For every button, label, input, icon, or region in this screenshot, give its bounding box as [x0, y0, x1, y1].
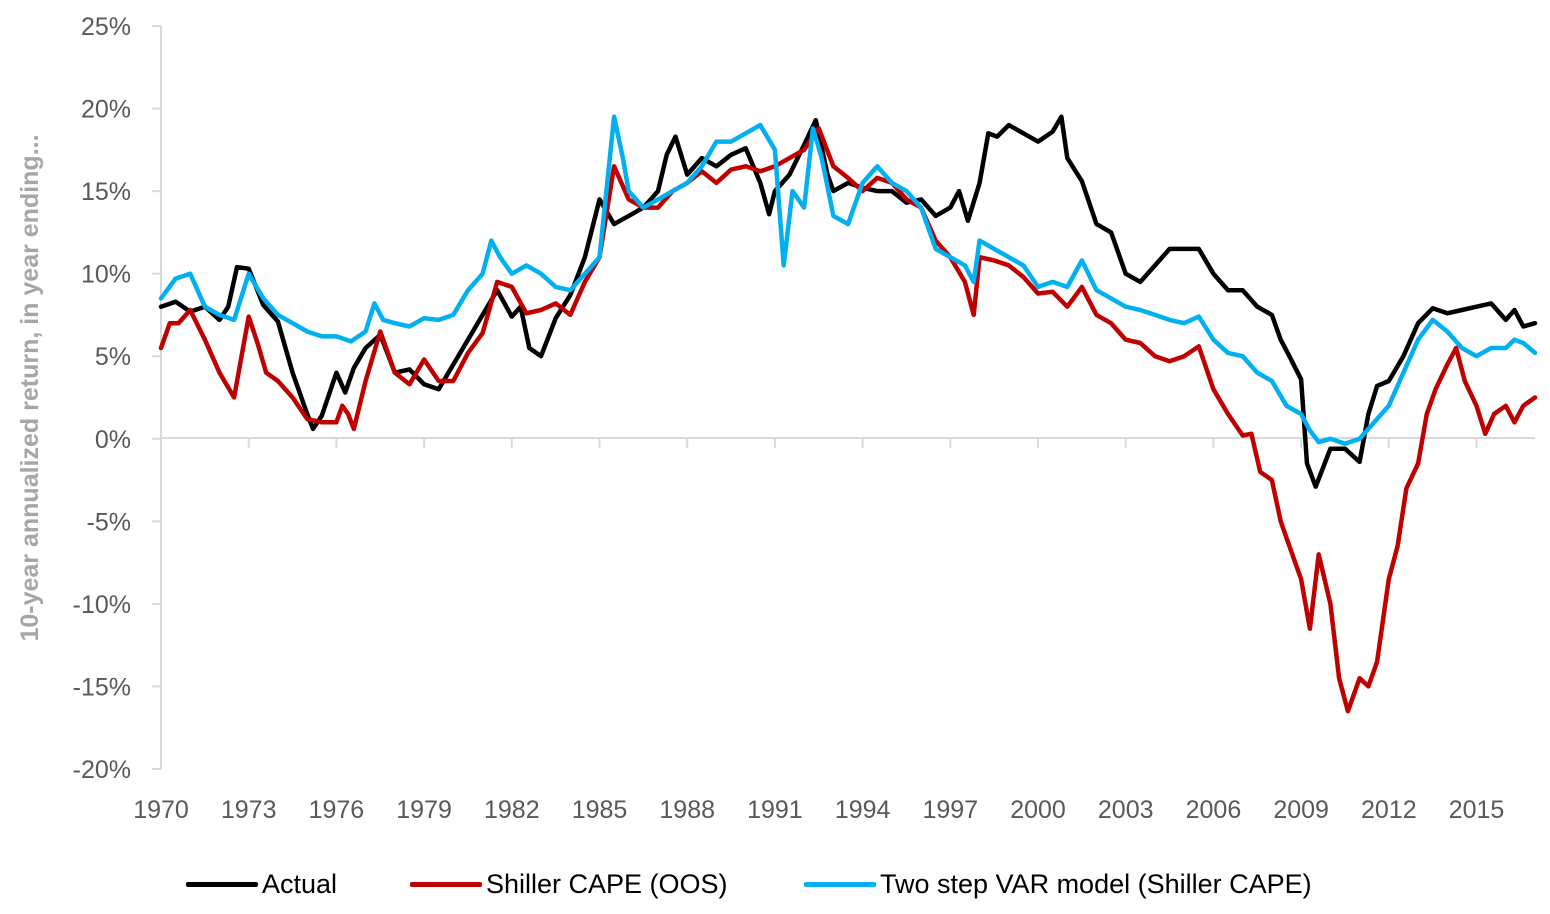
y-tick-label: 15% [81, 178, 131, 206]
legend-label-var-model: Two step VAR model (Shiller CAPE) [880, 868, 1312, 899]
x-tick-label: 1976 [309, 796, 365, 824]
x-tick-label: 1994 [835, 796, 891, 824]
legend-swatch-actual [186, 881, 258, 887]
series-layer [158, 114, 1538, 714]
legend-label-actual: Actual [262, 868, 338, 899]
x-tick-label: 1979 [396, 796, 452, 824]
legend: Actual Shiller CAPE (OOS) Two step VAR m… [0, 864, 1550, 904]
x-tick-label: 2009 [1273, 796, 1329, 824]
x-tick-label: 2015 [1449, 796, 1505, 824]
legend-item-shiller-cape: Shiller CAPE (OOS) [410, 864, 728, 904]
legend-swatch-shiller-cape [410, 881, 482, 887]
y-tick-label: 5% [95, 343, 131, 371]
y-tick-label: 0% [95, 426, 131, 454]
y-tick-label: -5% [87, 508, 131, 536]
x-tick-label: 1982 [484, 796, 540, 824]
x-tick-labels: 1970 1973 1976 1979 1982 1985 1988 1991 1994 1997… [133, 438, 1505, 824]
y-tick-label: 25% [81, 13, 131, 41]
legend-item-actual: Actual [186, 864, 337, 904]
legend-item-var-model: Two step VAR model (Shiller CAPE) [804, 864, 1312, 904]
y-tick-label: 10% [81, 261, 131, 289]
y-tick-label: -20% [73, 756, 131, 784]
legend-label-shiller-cape: Shiller CAPE (OOS) [486, 868, 728, 899]
y-tick-labels: 25% 20% 15% 10% 5% 0% -5% -10% -15% -20% [73, 13, 161, 784]
y-tick-label: -10% [73, 591, 131, 619]
line-chart: 10-year annualized return, in year endin… [16, 13, 1538, 824]
x-tick-label: 1970 [133, 796, 189, 824]
x-tick-label: 1985 [572, 796, 628, 824]
x-tick-label: 1988 [659, 796, 715, 824]
x-tick-label: 2003 [1098, 796, 1154, 824]
x-tick-label: 2012 [1361, 796, 1417, 824]
series-line-shiller-cape-oos [158, 126, 1538, 714]
series-line-actual [158, 114, 1538, 489]
series-line-two-step-var-model-shiller-cape [158, 114, 1538, 446]
y-axis-label: 10-year annualized return, in year endin… [16, 134, 44, 641]
x-tick-label: 1997 [923, 796, 979, 824]
x-tick-label: 2000 [1010, 796, 1066, 824]
y-tick-label: 20% [81, 96, 131, 124]
x-tick-label: 1973 [221, 796, 277, 824]
y-tick-label: -15% [73, 673, 131, 701]
x-tick-label: 2006 [1186, 796, 1242, 824]
x-tick-label: 1991 [747, 796, 803, 824]
legend-swatch-var-model [804, 881, 876, 887]
